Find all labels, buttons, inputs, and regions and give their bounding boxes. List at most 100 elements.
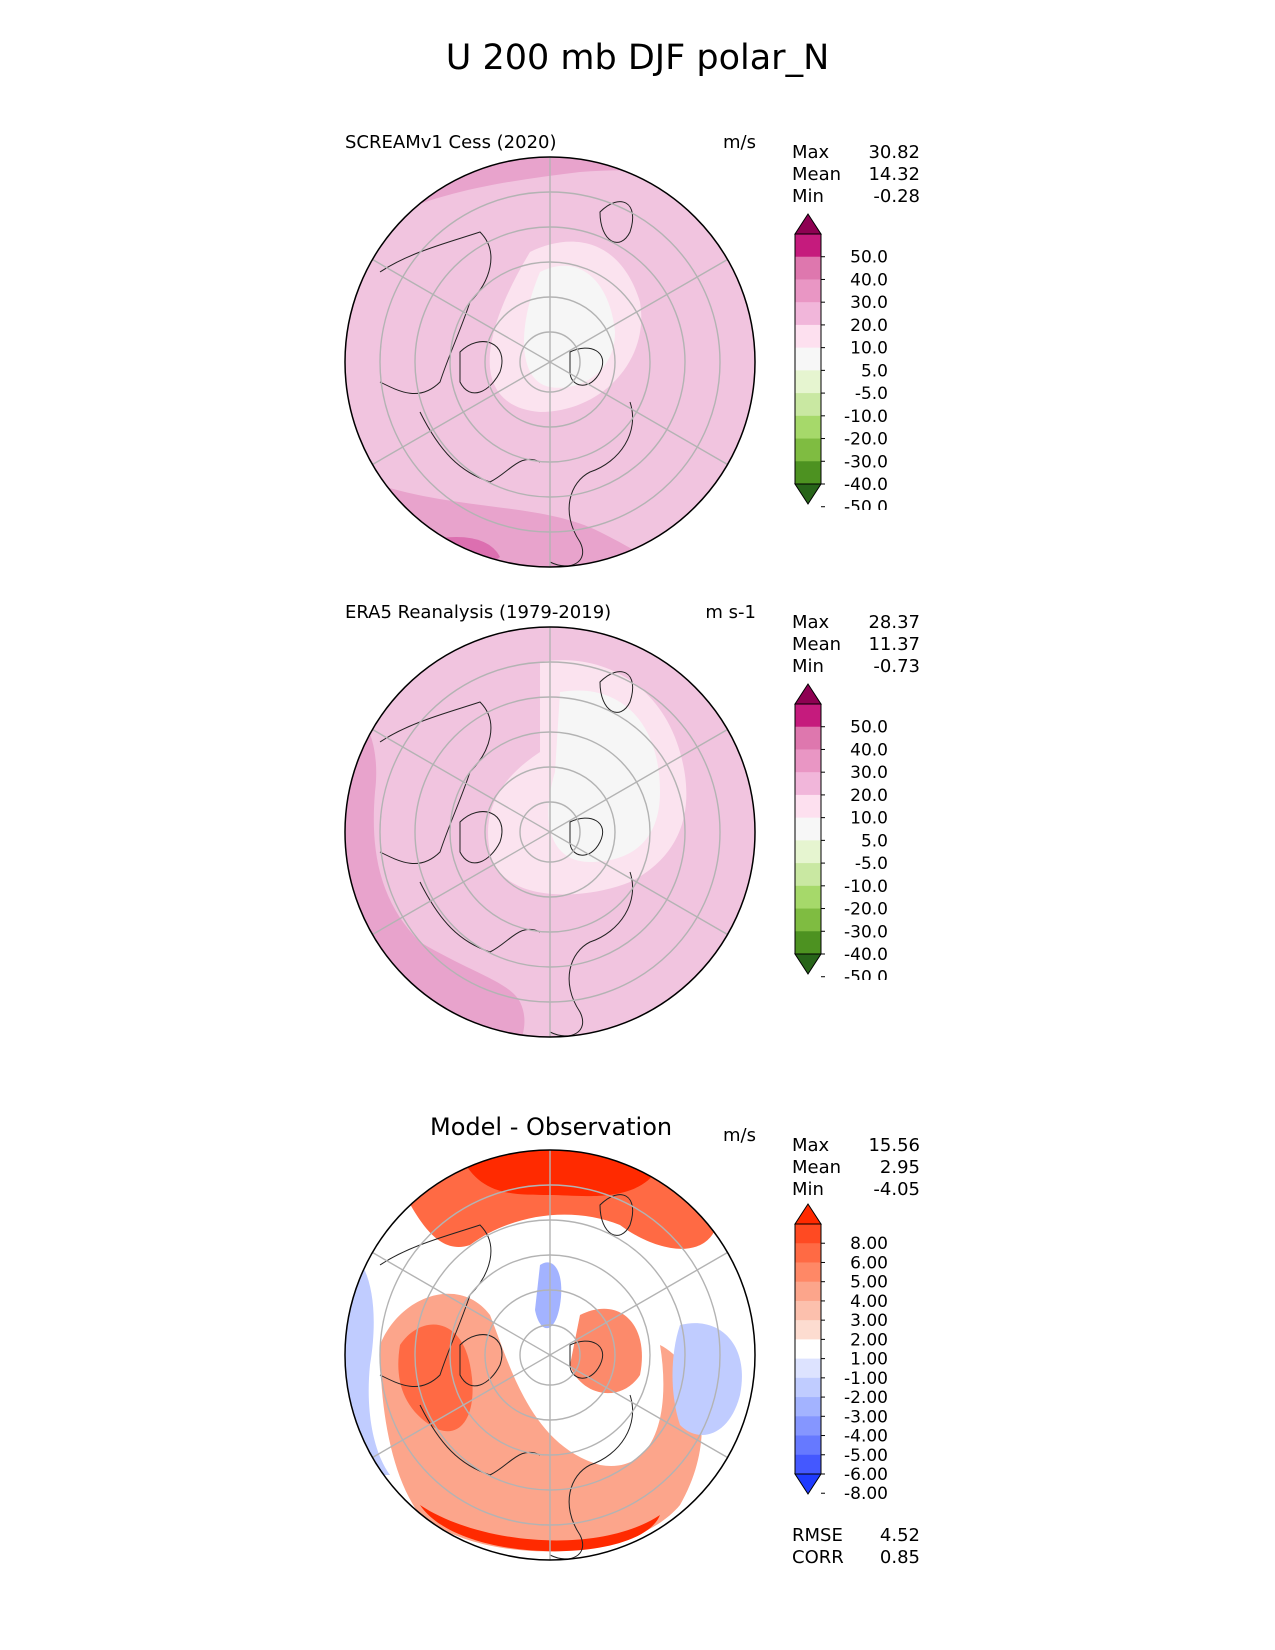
colorbar-tick-label: -40.0 [844,945,888,965]
field-pos-north-core [460,1150,660,1197]
colorbar-tick-label: 30.0 [850,293,888,313]
colorbar-tick-label: 10.0 [850,339,888,359]
field-neg-east [672,1323,742,1435]
colorbar-tick-label: 20.0 [850,316,888,336]
colorbar-segment [795,931,821,955]
colorbar: 50.040.0 30.0 20.0 10.05.0 -5.0 -10.0 -20.0-30… [794,683,888,980]
colorbar-tick-label: 3.00 [850,1311,888,1331]
colorbar-segment [795,794,821,819]
colorbar-tick-label: 10.0 [850,809,888,829]
colorbar-segment [795,772,821,796]
colorbar-segment [795,1320,821,1340]
colorbar-segment [795,908,821,932]
colorbar-segment [795,1300,821,1321]
colorbar-segment [795,1416,821,1437]
colorbar-segment [795,1454,821,1475]
panel-title: SCREAMv1 Cess (2020) [345,132,557,153]
stat-corr: 0.85 [879,1547,920,1568]
colorbar-segment [795,863,821,887]
colorbar-tick-label: 50.0 [850,718,888,738]
colorbar-tick-label: 5.00 [850,1273,888,1293]
field-weak-core [523,265,615,388]
colorbar-tick-label: -2.00 [844,1388,888,1408]
stat-rmse: 4.52 [879,1525,920,1546]
colorbar-segment [795,1397,821,1417]
colorbar-tick-label: 40.0 [850,740,888,760]
map-boundary [344,626,756,1038]
polar-map-model [344,156,756,568]
panel-model: SCREAMv1 Cess (2020) m/s Max 30.82 Mean 14… [0,132,1275,627]
colorbar-outline [794,233,822,485]
stat-label: RMSE [792,1525,843,1546]
stats-box: Max 28.37 Mean 11.37 Min -0.73 [792,612,920,678]
colorbar-segment [795,279,821,303]
colorbar-segment [795,817,821,841]
field-neg-pole [535,1262,562,1329]
colorbar-tick-label: -5.0 [855,854,888,874]
colorbar-segment [795,1339,821,1360]
colorbar-tick-label: -1.00 [844,1369,888,1389]
colorbar-outline [794,703,822,955]
map-boundary [344,156,756,568]
panel-difference: Model - Observation m/s Max 15.56 Mean 2.9… [0,1113,1275,1620]
colorbar-tick-label: 6.00 [850,1253,888,1273]
colorbar-tick-label: -10.0 [844,877,888,897]
colorbar-segment [795,1358,821,1379]
colorbar-tick-label: 30.0 [850,763,888,783]
colorbar-tick-label: -40.0 [844,475,888,495]
field-pos-west [398,1324,473,1432]
stat-label: Min [792,656,824,677]
stat-label: Max [792,142,830,163]
colorbar-segment [795,749,821,773]
colorbar-segment [795,393,821,417]
stat-min: -0.73 [873,656,920,677]
stat-label: Mean [792,634,842,655]
colorbar-tick-label: -3.00 [844,1407,888,1427]
stat-label: Mean [792,1157,842,1178]
colorbar-extend-min [794,1473,822,1495]
colorbar-segment [795,438,821,462]
colorbar-tick-label: -20.0 [844,900,888,920]
colorbar-tick-label: -30.0 [844,452,888,472]
colorbar-tick-label: 4.00 [850,1292,888,1312]
stats-box: Max 30.82 Mean 14.32 Min -0.28 [792,142,920,208]
stat-label: Min [792,1179,824,1200]
colorbar-segment [795,1262,821,1283]
panel-title: ERA5 Reanalysis (1979-2019) [345,602,612,623]
field-pos-east [570,1308,642,1394]
colorbar-tick-label: -4.00 [844,1427,888,1447]
colorbar-segment [795,324,821,349]
colorbar-extend-min [794,953,822,975]
colorbar-extend-max [794,1203,822,1225]
map-boundary [344,1149,756,1561]
colorbar: 50.040.0 30.0 20.0 10.05.0 -5.0 -10.0 -20.0-30… [794,213,888,510]
colorbar-tick-label: 20.0 [850,786,888,806]
colorbar-segment [795,370,821,394]
colorbar-tick-label: -8.00 [844,1484,888,1500]
colorbar-tick-label: -5.00 [844,1446,888,1466]
polar-map-difference [344,1149,756,1561]
colorbar: 8.006.005.004.003.002.001.00-1.00-2.00-3… [794,1203,888,1500]
stat-mean: 11.37 [868,634,920,655]
stat-min: -0.28 [873,186,920,207]
stat-mean: 14.32 [868,164,920,185]
colorbar-segment [795,1281,821,1302]
panel-title: Model - Observation [430,1113,673,1141]
graticule [372,627,728,1037]
stat-min: -4.05 [873,1179,920,1200]
colorbar-tick-label: -5.0 [855,384,888,404]
colorbar-segment [795,302,821,326]
colorbar-tick-label: 5.0 [861,361,888,381]
stat-label: Min [792,186,824,207]
colorbar-tick-label: -20.0 [844,430,888,450]
panel-observation: ERA5 Reanalysis (1979-2019) m s-1 Max 28.… [0,602,1275,1097]
stat-label: Mean [792,164,842,185]
colorbar-segment [795,1243,821,1263]
stat-max: 30.82 [868,142,920,163]
colorbar-tick-label: -6.00 [844,1465,888,1485]
stat-mean: 2.95 [879,1157,920,1178]
colorbar-tick-label: 50.0 [850,248,888,268]
panel-units: m/s [723,132,756,153]
colorbar-segment [795,256,821,280]
colorbar-segment [795,1377,821,1398]
